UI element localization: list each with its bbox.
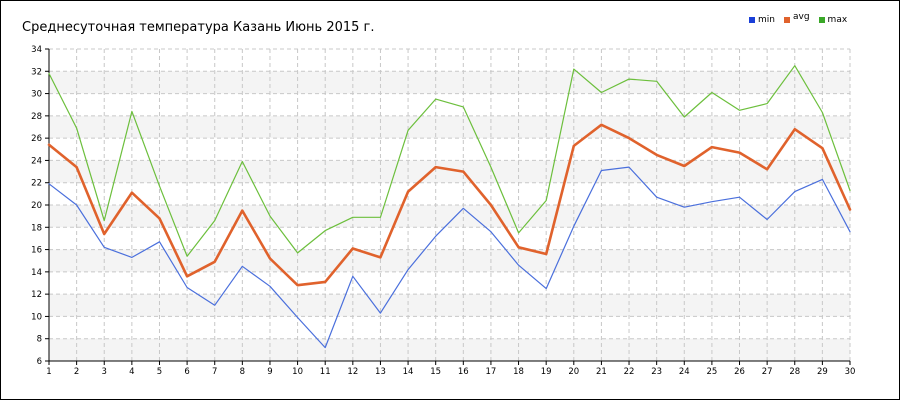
series-line-max — [48, 65, 851, 257]
plot-band — [49, 71, 850, 94]
x-tick-label: 16 — [458, 367, 469, 377]
plot-band — [49, 160, 850, 183]
chart-title: Среднесуточная температура Казань Июнь 2… — [22, 20, 375, 35]
x-tick-label: 7 — [212, 367, 217, 377]
x-tick-label: 18 — [513, 367, 524, 377]
series-line-avg — [47, 123, 852, 287]
y-tick-label: 16 — [31, 246, 42, 256]
x-tick-label: 9 — [267, 367, 272, 377]
x-tick-label: 24 — [679, 367, 690, 377]
x-tick-label: 19 — [541, 367, 552, 377]
y-tick-label: 14 — [31, 268, 42, 278]
legend-swatch-min — [749, 17, 755, 23]
plot-band — [49, 249, 850, 272]
plot-band — [49, 115, 850, 139]
x-tick-label: 26 — [734, 367, 745, 377]
x-tick-label: 10 — [292, 367, 303, 377]
x-tick-label: 20 — [568, 367, 579, 377]
y-tick-label: 30 — [31, 90, 42, 100]
x-tick-label: 12 — [347, 367, 358, 377]
x-tick-label: 6 — [184, 367, 189, 377]
plot-band — [49, 338, 850, 361]
x-tick-label: 1 — [46, 367, 51, 377]
legend-label-max: max — [827, 15, 848, 25]
legend-swatch-max — [818, 17, 825, 23]
x-tick-label: 17 — [486, 367, 497, 377]
x-tick-label: 2 — [74, 367, 79, 377]
legend-label-avg: avg — [792, 12, 810, 22]
y-tick-label: 22 — [31, 179, 42, 189]
x-tick-label: 25 — [706, 367, 717, 377]
y-tick-label: 18 — [31, 223, 42, 233]
x-tick-label: 23 — [651, 367, 662, 377]
x-tick-label: 5 — [157, 367, 162, 377]
x-tick-label: 30 — [845, 367, 856, 377]
x-tick-label: 22 — [624, 367, 635, 377]
y-tick-label: 28 — [31, 112, 42, 122]
series-line-min — [48, 166, 851, 349]
x-tick-label: 8 — [240, 367, 245, 377]
y-tick-label: 34 — [31, 45, 42, 55]
x-tick-label: 3 — [102, 367, 107, 377]
x-tick-label: 21 — [596, 367, 607, 377]
y-tick-label: 26 — [31, 134, 42, 144]
chart-legend: min avg max — [749, 12, 848, 25]
y-tick-label: 32 — [31, 67, 42, 77]
y-tick-label: 6 — [37, 357, 42, 367]
y-tick-label: 24 — [31, 156, 42, 166]
x-tick-label: 14 — [403, 367, 414, 377]
x-tick-label: 4 — [129, 367, 134, 377]
x-tick-label: 27 — [762, 367, 773, 377]
x-tick-label: 29 — [817, 367, 828, 377]
x-tick-label: 28 — [789, 367, 800, 377]
legend-item-avg: avg — [783, 12, 810, 23]
plot-band — [49, 205, 850, 228]
y-tick-label: 8 — [37, 335, 42, 345]
x-tick-label: 15 — [430, 367, 441, 377]
legend-item-max: max — [818, 15, 848, 25]
x-tick-label: 13 — [375, 367, 386, 377]
y-tick-label: 12 — [31, 290, 42, 300]
plot-band — [49, 294, 850, 317]
legend-label-min: min — [758, 15, 775, 25]
y-tick-label: 10 — [31, 312, 42, 322]
legend-item-min: min — [749, 15, 775, 25]
legend-swatch-avg — [783, 17, 790, 23]
x-tick-label: 11 — [320, 367, 331, 377]
y-tick-label: 20 — [31, 201, 42, 211]
